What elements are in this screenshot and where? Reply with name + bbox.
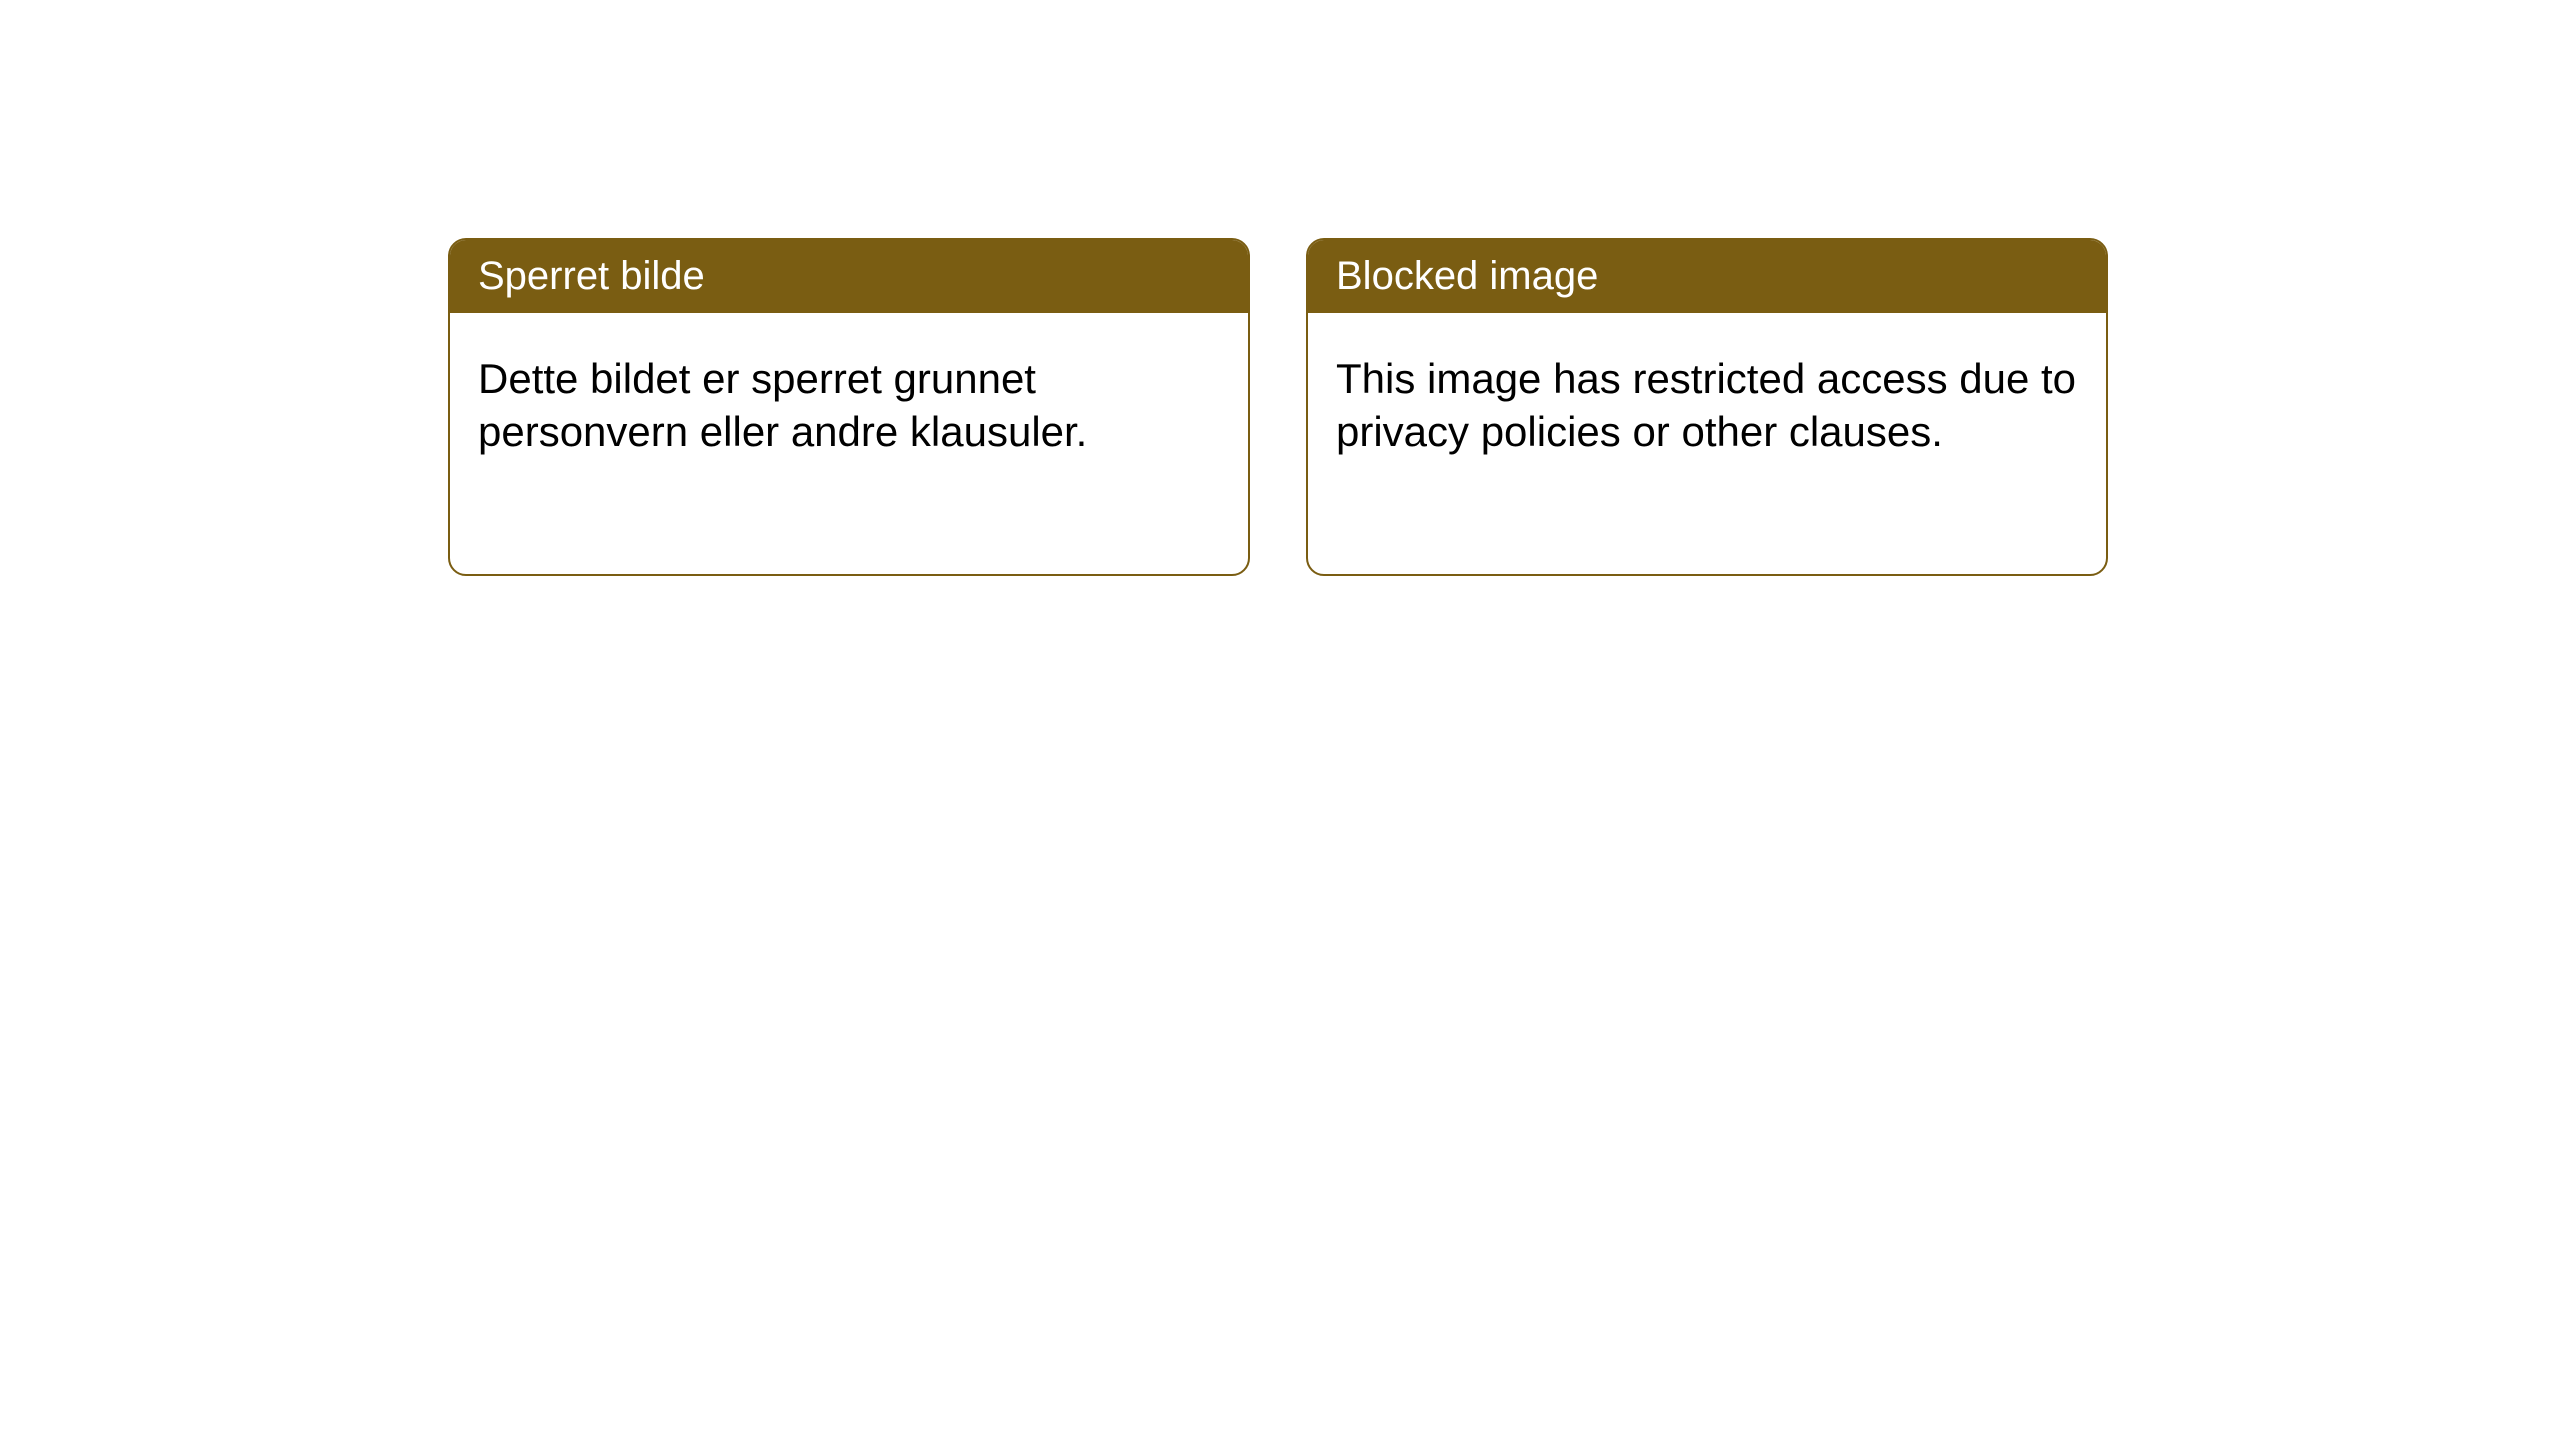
card-body-text: Dette bildet er sperret grunnet personve… bbox=[478, 355, 1087, 455]
notice-card-container: Sperret bilde Dette bildet er sperret gr… bbox=[448, 238, 2560, 576]
card-body-text: This image has restricted access due to … bbox=[1336, 355, 2076, 455]
card-header: Sperret bilde bbox=[450, 240, 1248, 313]
card-body: Dette bildet er sperret grunnet personve… bbox=[450, 313, 1248, 498]
notice-card-english: Blocked image This image has restricted … bbox=[1306, 238, 2108, 576]
card-title: Blocked image bbox=[1336, 254, 1598, 298]
card-title: Sperret bilde bbox=[478, 254, 705, 298]
notice-card-norwegian: Sperret bilde Dette bildet er sperret gr… bbox=[448, 238, 1250, 576]
card-header: Blocked image bbox=[1308, 240, 2106, 313]
card-body: This image has restricted access due to … bbox=[1308, 313, 2106, 498]
